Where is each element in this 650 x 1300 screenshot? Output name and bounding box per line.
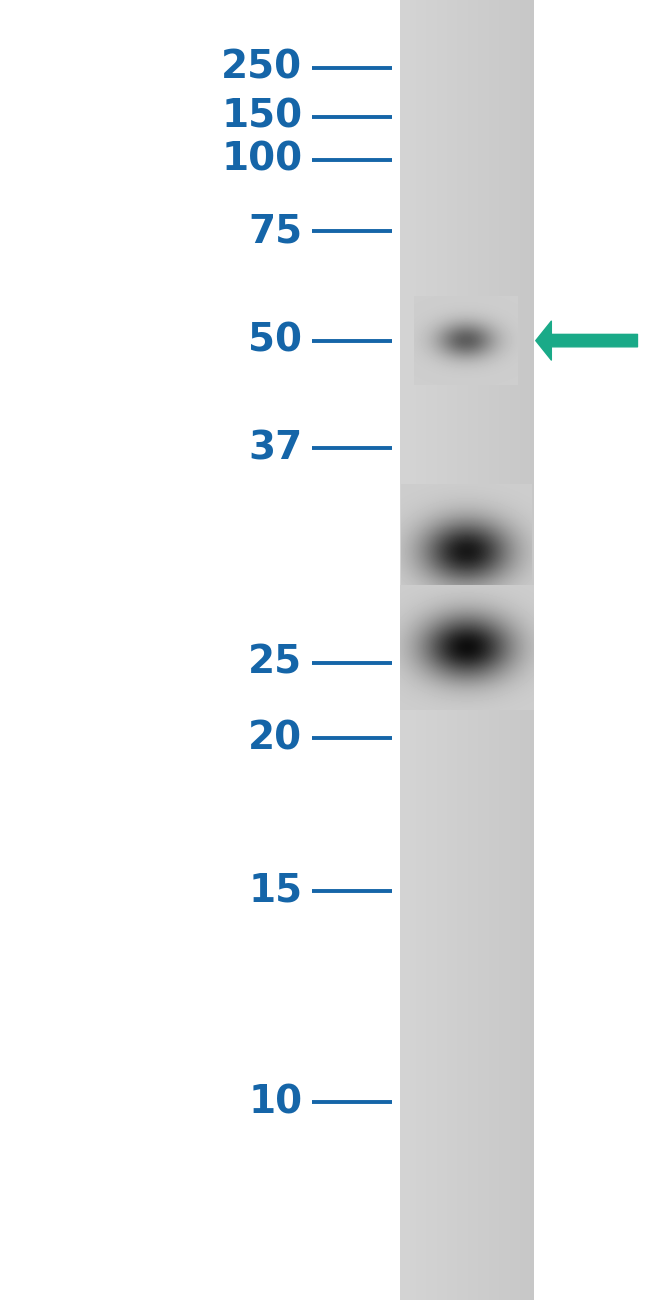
Text: 100: 100: [221, 140, 302, 179]
Text: 150: 150: [221, 98, 302, 136]
Text: 10: 10: [248, 1083, 302, 1122]
Text: 250: 250: [221, 48, 302, 87]
Text: 50: 50: [248, 321, 302, 360]
Text: 75: 75: [248, 212, 302, 251]
Text: 15: 15: [248, 871, 302, 910]
Text: 20: 20: [248, 719, 302, 758]
Text: 37: 37: [248, 429, 302, 468]
Text: 25: 25: [248, 644, 302, 682]
